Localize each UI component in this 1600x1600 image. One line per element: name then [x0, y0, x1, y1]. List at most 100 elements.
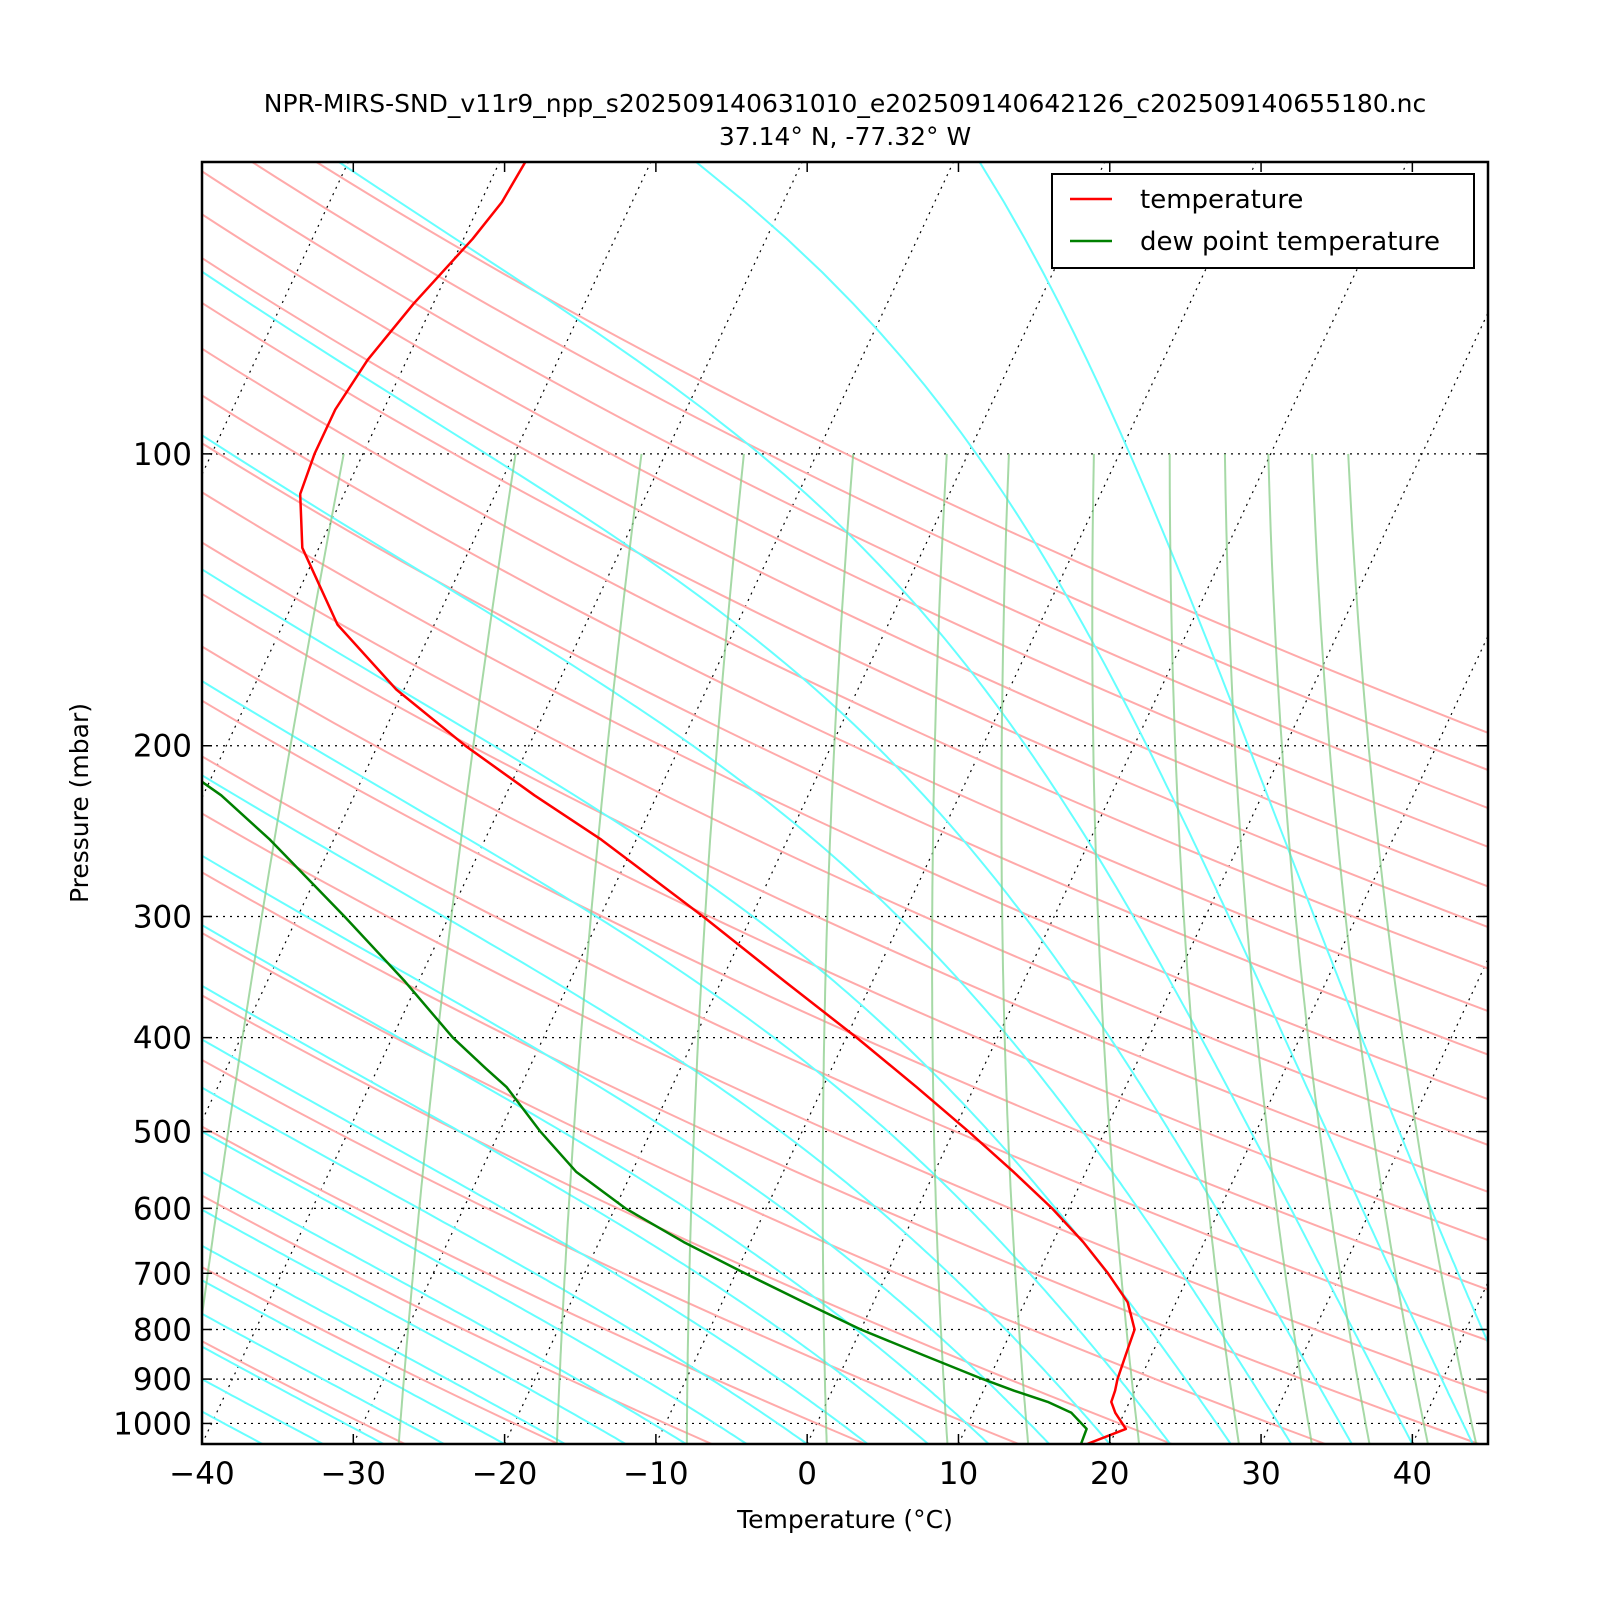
chart-title: NPR-MIRS-SND_v11r9_npp_s202509140631010_…: [264, 89, 1427, 118]
dry-adiabat: [202, 256, 1488, 888]
mixing-ratio-line: [1091, 453, 1141, 1444]
dry-adiabat: [202, 1125, 866, 1444]
mixing-ratio-line: [1311, 453, 1429, 1444]
temperature-line: [298, 162, 1136, 1444]
x-tick-label: −30: [321, 1456, 386, 1492]
dry-adiabat: [202, 301, 1488, 929]
dry-adiabat: [202, 755, 1488, 1342]
plot-frame: [200, 160, 1490, 1446]
mixing-ratio-line: [821, 453, 855, 1444]
dewpoint-line: [202, 780, 1088, 1444]
moist-adiabat: [978, 162, 1488, 1345]
dry-adiabat: [202, 491, 1488, 1101]
data-series: [202, 162, 1136, 1444]
y-tick-label: 600: [133, 1191, 192, 1227]
isotherm-gridline: [957, 311, 1488, 1444]
dry-adiabat: [202, 170, 1488, 810]
y-axis-label: Pressure (mbar): [65, 703, 94, 903]
isotherm-gridline: [1564, 162, 1600, 1444]
dry-adiabat: [202, 541, 1488, 1146]
mixing-ratio-line: [685, 453, 745, 1444]
y-tick-label: 1000: [113, 1406, 192, 1442]
moist-adiabat: [202, 270, 1353, 1444]
moist-adiabat: [202, 1279, 506, 1444]
dry-adiabat: [202, 347, 1488, 970]
moist-adiabat: [202, 774, 1111, 1444]
moist-adiabat: [202, 1038, 869, 1444]
y-tick-label: 200: [133, 729, 192, 765]
y-tick-label: 300: [133, 899, 192, 935]
dry-adiabat: [202, 931, 1326, 1444]
dry-adiabat: [202, 1194, 713, 1444]
mixing-ratio-line: [1223, 453, 1313, 1444]
dry-adiabat: [202, 592, 1488, 1193]
legend-label-temperature: temperature: [1140, 185, 1303, 215]
isotherm-gridline: [504, 162, 1106, 1444]
x-tick-label: 10: [939, 1456, 978, 1492]
moist-adiabat: [695, 162, 1474, 1444]
y-tick-label: 400: [133, 1021, 192, 1057]
moist-adiabat: [202, 984, 929, 1444]
mixing-ratio-line: [397, 453, 517, 1444]
y-tick-label: 800: [133, 1312, 192, 1348]
moist-adiabat: [202, 1130, 748, 1444]
moist-adiabat: [202, 1170, 687, 1444]
dry-adiabat: [251, 162, 1488, 772]
mixing-ratio-line: [1347, 453, 1478, 1444]
isotherm-gridline: [202, 162, 652, 1123]
y-tick-label: 100: [133, 437, 192, 473]
x-tick-label: −20: [472, 1456, 537, 1492]
dry-adiabat: [202, 699, 1488, 1291]
isotherm-gridline: [0, 162, 197, 1444]
moist-adiabat: [202, 1345, 385, 1444]
moist-adiabat: [202, 1312, 445, 1444]
mixing-ratio-line: [555, 453, 643, 1444]
dry-adiabat: [315, 162, 1488, 734]
isotherm-gridline: [352, 162, 954, 1444]
y-tick-label: 900: [133, 1362, 192, 1398]
dry-adiabat: [202, 812, 1488, 1395]
dry-adiabat: [202, 442, 1488, 1056]
dry-adiabat: [202, 1058, 1019, 1444]
dry-adiabat: [202, 645, 1488, 1242]
x-axis-label: Temperature (°C): [736, 1505, 953, 1534]
axis-ticks: −40 −30 −20 −10 0 10 20 30 40 100 200 300 400 500 600 7…: [113, 162, 1488, 1492]
mixing-ratio-line: [931, 453, 949, 1444]
isotherm-gridline: [202, 162, 803, 1444]
chart-subtitle: 37.14° N, -77.32° W: [719, 122, 971, 151]
x-tick-label: −10: [623, 1456, 688, 1492]
isotherm-gridline: [0, 162, 46, 1444]
legend: temperature dew point temperature: [1051, 173, 1475, 269]
mixing-ratio-line: [1000, 453, 1030, 1444]
moist-adiabat: [202, 1086, 808, 1444]
x-tick-label: −40: [169, 1456, 234, 1492]
reference-lines: [0, 162, 1600, 1444]
moist-adiabat: [202, 854, 1050, 1444]
legend-label-dewpoint: dew point temperature: [1140, 227, 1440, 257]
dry-adiabat: [202, 871, 1480, 1444]
moist-adiabat: [202, 434, 1293, 1444]
isotherm-gridline: [655, 162, 1257, 1444]
moist-adiabat: [202, 568, 1232, 1444]
isotherm-gridline: [1411, 1280, 1488, 1444]
x-tick-label: 40: [1393, 1456, 1432, 1492]
mixing-ratio-line: [1168, 453, 1240, 1444]
moist-adiabat: [202, 1378, 324, 1444]
isotherm-gridline: [202, 162, 349, 476]
isotherm-gridline: [806, 162, 1408, 1444]
legend-box: [1051, 173, 1475, 269]
moist-adiabat: [202, 1244, 566, 1444]
dry-adiabat: [202, 213, 1488, 848]
moist-adiabat: [202, 1410, 263, 1444]
mixing-ratio-line: [1267, 453, 1371, 1444]
x-tick-label: 20: [1090, 1456, 1129, 1492]
mixing-ratio-line: [202, 453, 345, 1323]
x-tick-label: 0: [797, 1456, 817, 1492]
y-tick-label: 500: [133, 1115, 192, 1151]
x-tick-label: 30: [1241, 1456, 1280, 1492]
y-tick-label: 700: [133, 1256, 192, 1292]
isotherm-gridline: [1109, 634, 1488, 1444]
moist-adiabat: [202, 923, 990, 1444]
